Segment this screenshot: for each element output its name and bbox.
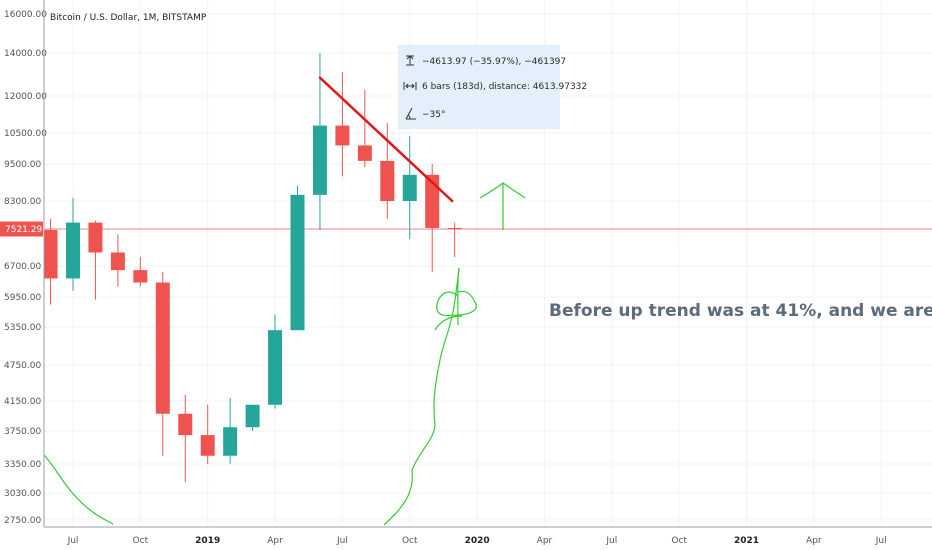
y-tick-label: 8300.00: [4, 197, 41, 207]
x-tick-label: Apr: [806, 536, 822, 546]
candle-body[interactable]: [155, 282, 170, 414]
freehand-curve-left[interactable]: [43, 454, 114, 525]
current-price-label: 7521.29: [5, 225, 42, 235]
drawings-layer: [43, 182, 526, 526]
y-tick-label: 6700.00: [4, 262, 41, 272]
x-tick-label: Oct: [671, 536, 687, 546]
freehand-scribble[interactable]: [434, 267, 477, 331]
axis-layer: 2750.00 3030.00 3350.00 3750.00 4150.00 4750.…: [4, 0, 932, 546]
angle-icon: [405, 107, 416, 120]
candle-body[interactable]: [200, 435, 215, 456]
chart-title: Bitcoin / U.S. Dollar, 1M, BITSTAMP: [50, 13, 207, 23]
candle-body[interactable]: [447, 227, 462, 229]
x-tick-label: Oct: [133, 536, 149, 546]
annotation-text[interactable]: Before up trend was at 41%, and we are n…: [549, 301, 932, 321]
candles-layer: [43, 53, 462, 483]
candle-body[interactable]: [110, 252, 125, 271]
price-range-icon: [406, 55, 414, 66]
y-tick-label: 5950.00: [4, 293, 41, 303]
candle-body[interactable]: [245, 404, 260, 428]
candle-body[interactable]: [268, 330, 283, 405]
measure-box-bg: [398, 45, 560, 129]
candle-body[interactable]: [66, 222, 80, 279]
y-tick-label: 10500.00: [4, 129, 47, 139]
candle-body[interactable]: [402, 174, 417, 201]
bars-range-icon: [403, 82, 417, 90]
x-tick-label: Apr: [537, 536, 553, 546]
y-tick-label: 4750.00: [4, 361, 41, 371]
x-tick-label: Jul: [67, 536, 79, 546]
y-tick-label: 9500.00: [4, 160, 41, 170]
x-tick-label: Apr: [267, 536, 283, 546]
trend-layer[interactable]: [318, 76, 454, 203]
y-tick-label: 5350.00: [4, 323, 41, 333]
x-tick-label: Jul: [605, 536, 617, 546]
candle-body[interactable]: [88, 222, 103, 253]
y-tick-label: 4150.00: [4, 397, 41, 407]
measure-info-box[interactable]: −4613.97 (−35.97%), −461397 6 bars (183d…: [398, 45, 587, 129]
freehand-up-arrow[interactable]: [479, 182, 526, 230]
candle-body[interactable]: [380, 160, 395, 201]
y-tick-label: 12000.00: [4, 92, 47, 102]
candle-body[interactable]: [312, 125, 327, 195]
candle-body[interactable]: [357, 145, 372, 161]
candle-body[interactable]: [43, 229, 58, 279]
measure-angle: −35°: [422, 110, 446, 120]
x-tick-label: 2019: [195, 536, 220, 546]
y-tick-label: 16000.00: [4, 10, 47, 20]
candle-body[interactable]: [425, 174, 440, 228]
candle-body[interactable]: [335, 125, 350, 146]
y-tick-label: 3030.00: [4, 489, 41, 499]
measure-bars-distance: 6 bars (183d), distance: 4613.97332: [422, 82, 587, 92]
y-tick-label: 3750.00: [4, 427, 41, 437]
measure-price-change: −4613.97 (−35.97%), −461397: [422, 57, 566, 67]
x-tick-label: Jul: [875, 536, 887, 546]
y-tick-label: 3350.00: [4, 460, 41, 470]
candle-body[interactable]: [133, 270, 148, 283]
candle-body[interactable]: [223, 427, 238, 456]
x-tick-label: Jul: [336, 536, 348, 546]
freehand-curve-center[interactable]: [383, 267, 460, 526]
trend-line[interactable]: [318, 76, 454, 203]
y-tick-label: 14000.00: [4, 49, 47, 59]
candle-body[interactable]: [178, 413, 193, 436]
y-tick-label: 2750.00: [4, 516, 41, 526]
x-tick-label: 2021: [734, 536, 759, 546]
x-tick-label: 2020: [465, 536, 490, 546]
candle-body[interactable]: [290, 194, 305, 331]
x-tick-label: Oct: [402, 536, 418, 546]
current-price-tag: 7521.29: [0, 221, 43, 237]
